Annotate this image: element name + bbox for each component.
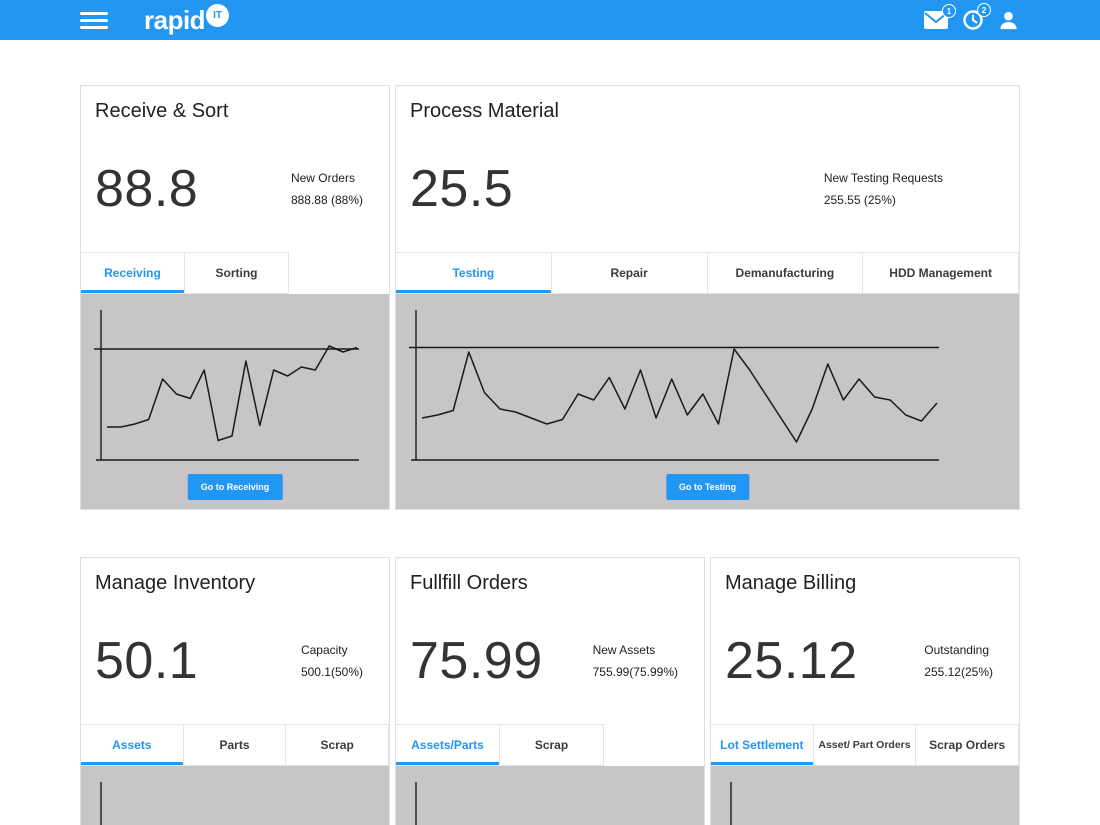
topbar: rapid IT 1 2 [0, 0, 1100, 40]
metric-side-info: New Orders 888.88 (88%) [291, 167, 363, 211]
tab-hdd-management[interactable]: HDD Management [863, 252, 1019, 294]
topbar-actions: 1 2 [923, 3, 1020, 32]
tab-bar: Testing Repair Demanufacturing HDD Manag… [396, 252, 1019, 294]
go-to-testing-button[interactable]: Go to Testing [665, 474, 750, 500]
tab-repair[interactable]: Repair [551, 252, 708, 294]
metric-value: 88.8 [95, 160, 199, 218]
side-value: 255.55 (25%) [823, 193, 896, 207]
receiving-line-chart [81, 294, 389, 474]
clock-icon [963, 10, 983, 30]
messages-button[interactable]: 1 [923, 4, 956, 30]
card-title: Manage Billing [725, 572, 857, 594]
assets-line-chart [81, 766, 389, 825]
side-value: 888.88 (88%) [290, 193, 363, 207]
app-logo: rapid IT [144, 4, 230, 36]
lot-settlement-line-chart [711, 766, 1019, 825]
logo-text: rapid [144, 4, 206, 35]
tab-scrap[interactable]: Scrap [286, 724, 389, 766]
assets-parts-line-chart [396, 766, 704, 825]
go-to-receiving-button[interactable]: Go to Receiving [187, 474, 283, 500]
card-header: Receive & Sort 88.8 New Orders 888.88 (8… [81, 86, 389, 252]
dashboard-row-1: Receive & Sort 88.8 New Orders 888.88 (8… [80, 85, 1020, 510]
tab-testing[interactable]: Testing [396, 252, 552, 294]
card-header: Fullfill Orders 75.99 New Assets 755.99(… [396, 558, 704, 724]
testing-line-chart [396, 294, 1019, 474]
card-title: Process Material [410, 100, 559, 122]
pending-tasks-button[interactable]: 2 [962, 3, 991, 31]
tab-scrap[interactable]: Scrap [500, 724, 604, 766]
metric-value: 75.99 [410, 632, 543, 690]
chart-area [81, 766, 389, 825]
metric-side-info: Capacity 500.1(50%) [301, 639, 363, 683]
side-label: Capacity [300, 643, 348, 657]
tab-receiving[interactable]: Receiving [81, 252, 185, 294]
tab-assets[interactable]: Assets [81, 724, 184, 766]
chart-area: Go to Testing [396, 294, 1019, 509]
metric-value: 25.5 [410, 160, 514, 218]
user-profile-button[interactable] [997, 9, 1020, 32]
card-header: Manage Billing 25.12 Outstanding 255.12(… [711, 558, 1019, 724]
dashboard: Receive & Sort 88.8 New Orders 888.88 (8… [0, 40, 1100, 825]
card-fullfill-orders: Fullfill Orders 75.99 New Assets 755.99(… [395, 557, 705, 825]
side-value: 500.1(50%) [300, 665, 363, 679]
card-manage-inventory: Manage Inventory 50.1 Capacity 500.1(50%… [80, 557, 390, 825]
metric-value: 50.1 [95, 632, 199, 690]
card-title: Fullfill Orders [410, 572, 528, 594]
side-label: New Orders [290, 171, 355, 185]
side-label: New Assets [592, 643, 656, 657]
tab-demanufacturing[interactable]: Demanufacturing [707, 252, 864, 294]
chart-area: Go to Receiving [81, 294, 389, 509]
person-icon [1000, 11, 1017, 29]
messages-count-badge: 1 [942, 4, 956, 18]
metric-side-info: New Assets 755.99(75.99%) [593, 639, 678, 683]
tab-asset-part-orders[interactable]: Asset/ Part Orders [813, 724, 917, 766]
card-title: Manage Inventory [95, 572, 256, 594]
tab-bar: Lot Settlement Asset/ Part Orders Scrap … [711, 724, 1019, 766]
card-title: Receive & Sort [95, 100, 229, 122]
tab-parts[interactable]: Parts [183, 724, 287, 766]
side-value: 255.12(25%) [924, 665, 993, 679]
card-header: Process Material 25.5 New Testing Reques… [396, 86, 1019, 252]
tab-bar: Receiving Sorting [81, 252, 389, 294]
logo-it-badge: IT [206, 4, 230, 27]
tab-scrap-orders[interactable]: Scrap Orders [916, 724, 1019, 766]
tab-bar: Assets/Parts Scrap [396, 724, 704, 766]
chart-area [396, 766, 704, 825]
metric-value: 25.12 [725, 632, 858, 690]
side-value: 755.99(75.99%) [592, 665, 678, 679]
tab-lot-settlement[interactable]: Lot Settlement [711, 724, 814, 766]
pending-count-badge: 2 [977, 3, 991, 17]
card-manage-billing: Manage Billing 25.12 Outstanding 255.12(… [710, 557, 1020, 825]
card-receive-sort: Receive & Sort 88.8 New Orders 888.88 (8… [80, 85, 390, 510]
menu-icon[interactable] [80, 8, 108, 33]
tab-sorting[interactable]: Sorting [185, 252, 289, 294]
metric-side-info: Outstanding 255.12(25%) [924, 639, 993, 683]
card-process-material: Process Material 25.5 New Testing Reques… [395, 85, 1020, 510]
dashboard-row-2: Manage Inventory 50.1 Capacity 500.1(50%… [80, 557, 1020, 825]
metric-side-info: New Testing Requests 255.55 (25%) [824, 167, 943, 211]
tab-assets-parts[interactable]: Assets/Parts [396, 724, 500, 766]
side-label: New Testing Requests [823, 171, 943, 185]
side-label: Outstanding [924, 643, 989, 657]
tab-bar: Assets Parts Scrap [81, 724, 389, 766]
chart-area [711, 766, 1019, 825]
card-header: Manage Inventory 50.1 Capacity 500.1(50%… [81, 558, 389, 724]
